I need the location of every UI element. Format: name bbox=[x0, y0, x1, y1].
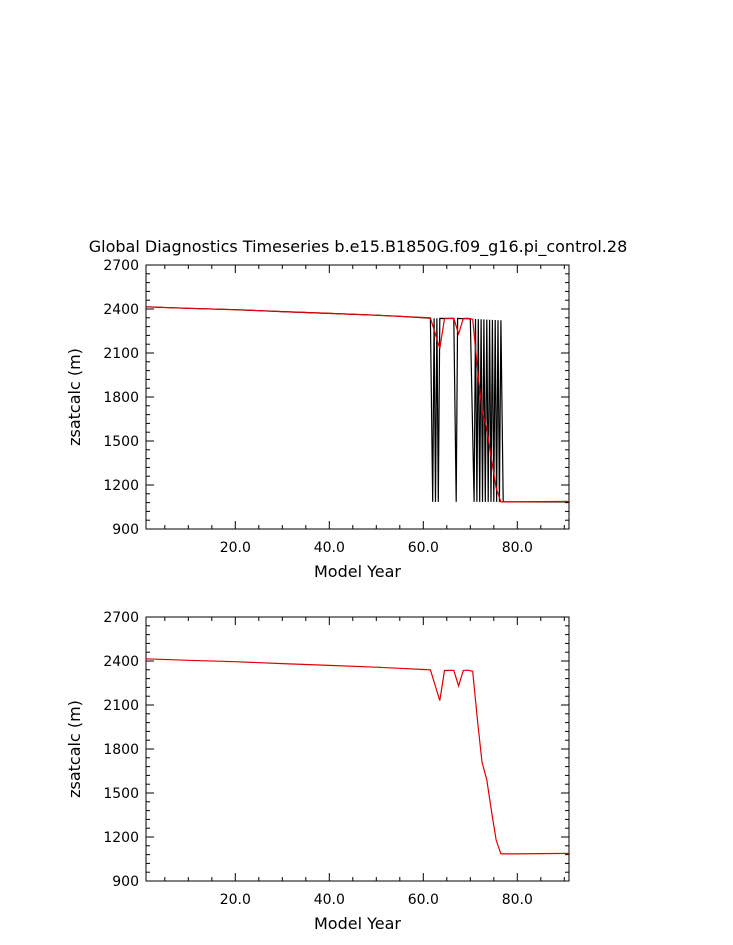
chart-panel-top: 20.0 40.0 60.0 80.0 900 1200 1500 1800 2100 2400 2… bbox=[65, 258, 570, 581]
x-tick-label: 20.0 bbox=[220, 540, 251, 556]
y-tick-label: 1800 bbox=[103, 390, 139, 406]
chart-panel-bottom: 20.0 40.0 60.0 80.0 900 1200 1500 1800 2100 2400 2… bbox=[65, 610, 570, 933]
x-axis-label: Model Year bbox=[314, 914, 401, 933]
y-tick-label: 1200 bbox=[103, 478, 139, 494]
y-tick-label: 2700 bbox=[103, 610, 139, 626]
x-axis-label: Model Year bbox=[314, 562, 401, 581]
y-tick-label: 900 bbox=[112, 874, 139, 890]
y-tick-label: 1800 bbox=[103, 742, 139, 758]
series-line-annual bbox=[146, 658, 569, 855]
x-tick-label: 80.0 bbox=[502, 540, 533, 556]
y-tick-label: 2400 bbox=[103, 654, 139, 670]
series-line-monthly bbox=[146, 306, 569, 503]
y-tick-label: 1200 bbox=[103, 830, 139, 846]
x-tick-label: 60.0 bbox=[408, 540, 439, 556]
y-tick-label: 2700 bbox=[103, 258, 139, 274]
x-tick-label: 40.0 bbox=[314, 892, 345, 908]
y-tick-label: 1500 bbox=[103, 786, 139, 802]
x-tick-label: 80.0 bbox=[502, 892, 533, 908]
figure-title: Global Diagnostics Timeseries b.e15.B185… bbox=[89, 237, 628, 257]
series-line-annual bbox=[146, 306, 569, 503]
x-tick-label: 60.0 bbox=[408, 892, 439, 908]
y-tick-label: 2400 bbox=[103, 302, 139, 318]
x-tick-label: 40.0 bbox=[314, 540, 345, 556]
y-tick-label: 2100 bbox=[103, 346, 139, 362]
y-tick-label: 2100 bbox=[103, 698, 139, 714]
y-tick-label: 900 bbox=[112, 522, 139, 538]
y-tick-label: 1500 bbox=[103, 434, 139, 450]
x-tick-label: 20.0 bbox=[220, 892, 251, 908]
plot-frame bbox=[145, 616, 570, 882]
y-axis-label: zsatcalc (m) bbox=[65, 700, 84, 798]
plot-frame bbox=[145, 264, 570, 530]
y-axis-label: zsatcalc (m) bbox=[65, 348, 84, 446]
